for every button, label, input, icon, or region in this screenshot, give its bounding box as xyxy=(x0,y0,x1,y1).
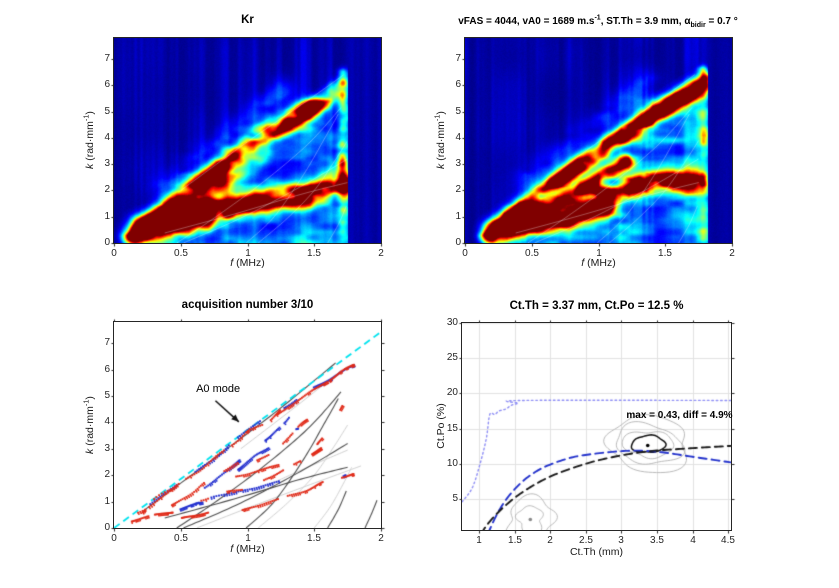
acq-y-tick: 7 xyxy=(104,337,110,348)
kr-x-tick: 1.5 xyxy=(307,248,321,259)
cost-y-tick: 30 xyxy=(446,317,458,328)
text-part: vFAS = 4044, vA0 = 1689 m.s xyxy=(458,16,595,27)
acq-y-tick: 6 xyxy=(104,364,110,375)
cost-y-tick: 25 xyxy=(446,352,458,363)
model-xlabel: f (MHz) xyxy=(465,257,732,269)
kr-title: Kr xyxy=(241,14,254,26)
kr-heatmap xyxy=(113,37,382,244)
acq-x-tick: 0.5 xyxy=(174,533,188,544)
text-part: -1 xyxy=(594,14,601,22)
model-heatmap xyxy=(464,37,733,244)
model-x-tick: 1 xyxy=(596,248,602,259)
acq-x-tick: 2 xyxy=(378,533,384,544)
kr-x-tick: 1 xyxy=(245,248,251,259)
acquisition-xlabel: f (MHz) xyxy=(114,543,381,555)
text-part: (MHz) xyxy=(584,257,616,269)
model-y-tick: 2 xyxy=(455,184,461,195)
text-part: , ST.Th = 3.9 mm, xyxy=(600,16,685,27)
acq-x-tick: 1 xyxy=(245,533,251,544)
cost-x-tick: 1 xyxy=(476,535,482,546)
text-part: (MHz) xyxy=(233,543,265,555)
kr-x-tick: 2 xyxy=(378,248,384,259)
cost-x-tick: 4.5 xyxy=(721,535,735,546)
kr-y-tick: 3 xyxy=(104,158,110,169)
model-y-tick: 0 xyxy=(455,237,461,248)
cost-y-tick: 20 xyxy=(446,387,458,398)
costmap-xlabel: Ct.Th (mm) xyxy=(569,546,624,558)
costmap-title: Ct.Th = 3.37 mm, Ct.Po = 12.5 % xyxy=(509,300,684,312)
text-part: bidir xyxy=(690,22,706,29)
kr-y-tick: 4 xyxy=(104,132,110,143)
cost-x-tick: 3.5 xyxy=(650,535,664,546)
kr-y-tick: 0 xyxy=(104,237,110,248)
acquisition-scatter xyxy=(113,321,382,529)
text-part: = 0.7 ° xyxy=(705,16,738,27)
acq-x-tick: 0 xyxy=(111,533,117,544)
acq-y-tick: 3 xyxy=(104,443,110,454)
text-part: f xyxy=(581,257,585,269)
kr-y-tick: 6 xyxy=(104,79,110,90)
kr-x-tick: 0.5 xyxy=(174,248,188,259)
kr-xlabel: f (MHz) xyxy=(114,257,381,269)
model-y-tick: 7 xyxy=(455,53,461,64)
acq-y-tick: 4 xyxy=(104,416,110,427)
acq-x-tick: 1.5 xyxy=(307,533,321,544)
kr-y-tick: 2 xyxy=(104,184,110,195)
model-x-tick: 1.5 xyxy=(658,248,672,259)
model-y-tick: 4 xyxy=(455,132,461,143)
cost-x-tick: 2.5 xyxy=(579,535,593,546)
cost-map xyxy=(461,322,732,531)
cost-x-tick: 2 xyxy=(547,535,553,546)
kr-y-tick: 5 xyxy=(104,106,110,117)
text-part: α xyxy=(684,16,691,27)
model-y-tick: 3 xyxy=(455,158,461,169)
text-part: f xyxy=(230,543,234,555)
model-x-tick: 0 xyxy=(462,248,468,259)
acq-y-tick: 2 xyxy=(104,469,110,480)
acq-y-tick: 5 xyxy=(104,390,110,401)
model-y-tick: 5 xyxy=(455,106,461,117)
model-x-tick: 2 xyxy=(729,248,735,259)
model-y-tick: 6 xyxy=(455,79,461,90)
text-part: (MHz) xyxy=(233,257,265,269)
text-part: f xyxy=(230,257,234,269)
cost-y-tick: 10 xyxy=(446,458,458,469)
cost-x-tick: 3 xyxy=(618,535,624,546)
cost-x-tick: 4 xyxy=(690,535,696,546)
kr-x-tick: 0 xyxy=(111,248,117,259)
kr-y-tick: 7 xyxy=(104,53,110,64)
a0-mode-label: A0 mode xyxy=(196,382,241,395)
acq-y-tick: 1 xyxy=(104,496,110,507)
model-y-tick: 1 xyxy=(455,211,461,222)
model-title: vFAS = 4044, vA0 = 1689 m.s-1, ST.Th = 3… xyxy=(423,14,773,29)
cost-y-tick: 5 xyxy=(452,493,458,504)
model-x-tick: 0.5 xyxy=(525,248,539,259)
kr-y-tick: 1 xyxy=(104,211,110,222)
cost-x-tick: 1.5 xyxy=(508,535,522,546)
acquisition-title: acquisition number 3/10 xyxy=(181,299,314,311)
cost-y-tick: 15 xyxy=(446,423,458,434)
acq-y-tick: 0 xyxy=(104,522,110,533)
max-diff-label: max = 0.43, diff = 4.9% xyxy=(626,409,733,421)
